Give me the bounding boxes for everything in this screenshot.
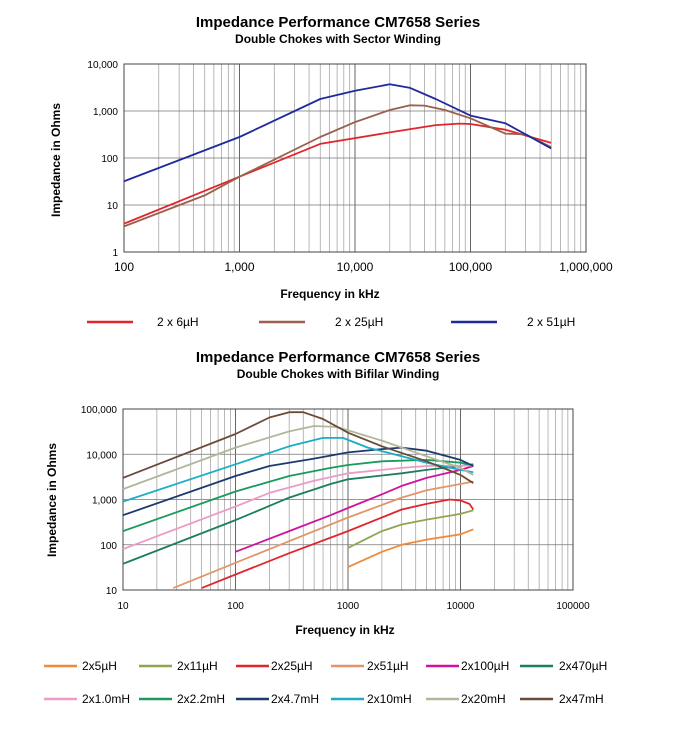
chart2-frame xyxy=(122,408,574,591)
chart1-x-tick-label: 10,000 xyxy=(337,260,374,274)
chart2-y-tick-label: 1,000 xyxy=(92,496,117,507)
chart2-legend-label: 2x5µH xyxy=(82,659,117,673)
chart1-subtitle: Double Chokes with Sector Winding xyxy=(235,32,441,46)
chart2-series-line-2 xyxy=(347,509,474,549)
chart2-x-tick-label: 100000 xyxy=(556,601,590,612)
chart1-x-tick-label: 100 xyxy=(114,260,134,274)
chart2-legend-label: 2x25µH xyxy=(271,659,313,673)
chart2-x-axis-label: Frequency in kHz xyxy=(295,623,394,637)
chart2-series-line-3 xyxy=(201,498,475,589)
chart2-subtitle: Double Chokes with Bifilar Winding xyxy=(237,367,440,381)
chart2-y-tick-label: 10 xyxy=(106,586,118,597)
chart2-series-line-1 xyxy=(347,528,474,568)
chart2-legend-label: 2x4.7mH xyxy=(271,692,319,706)
chart2-legend-label: 2x1.0mH xyxy=(82,692,130,706)
chart2-legend-label: 2x51µH xyxy=(367,659,409,673)
chart1-frame xyxy=(123,63,587,253)
chart2-title: Impedance Performance CM7658 Series xyxy=(196,349,480,366)
chart2-legend-label: 2x2.2mH xyxy=(177,692,225,706)
chart2-legend: 2x5µH 2x11µH 2x25µH 2x51µH 2x100µH 2x470µH 2x1… xyxy=(44,659,607,706)
chart1-series-line-3 xyxy=(123,83,552,183)
chart2-title-model: CM7658 xyxy=(374,349,431,366)
chart1-legend: 2 x 6µH 2 x 25µH 2 x 51µH xyxy=(87,315,575,329)
chart1-x-tick-label: 1,000,000 xyxy=(559,260,613,274)
chart2-y-axis-label: Impedance in Ohms xyxy=(45,443,59,557)
chart1-y-tick-label: 1 xyxy=(112,248,118,259)
chart1-y-tick-label: 10 xyxy=(107,201,119,212)
chart2-x-tick-label: 1000 xyxy=(337,601,360,612)
chart1-y-tick-label: 10,000 xyxy=(87,60,118,71)
chart2-legend-label: 2x100µH xyxy=(461,659,509,673)
chart1-x-tick-label: 100,000 xyxy=(449,260,493,274)
chart2-x-tick-label: 10 xyxy=(117,601,129,612)
chart2-series-line-9 xyxy=(122,446,474,517)
chart2-x-tick-label: 10000 xyxy=(447,601,475,612)
chart2-series-line-5 xyxy=(235,465,474,553)
chart2-series-line-4 xyxy=(172,480,474,589)
chart1-series-line-2 xyxy=(123,104,552,228)
chart2-series-line-8 xyxy=(122,458,474,532)
chart2-legend-label: 2x470µH xyxy=(559,659,607,673)
chart2-series-line-7 xyxy=(122,464,474,550)
chart1-title-model: CM7658 xyxy=(374,14,431,31)
chart1-y-tick-label: 100 xyxy=(101,154,118,165)
chart2-y-tick-label: 100,000 xyxy=(81,405,118,416)
chart2-legend-label: 2x11µH xyxy=(177,659,218,673)
chart2-y-tick-label: 100 xyxy=(100,541,117,552)
chart1-legend-label: 2 x 25µH xyxy=(335,315,383,329)
chart1-y-axis-label: Impedance in Ohms xyxy=(49,103,63,217)
chart1-x-axis-label: Frequency in kHz xyxy=(280,287,379,301)
chart1-title-suffix: Series xyxy=(435,14,480,31)
chart2-legend-label: 2x10mH xyxy=(367,692,412,706)
chart1-x-tick-label: 1,000 xyxy=(224,260,254,274)
chart2-title-suffix: Series xyxy=(435,349,480,366)
chart2-plot-area: 10 100 1000 10000 100000 10 100 1,000 10,000 100,… xyxy=(81,405,590,612)
chart2-legend-label: 2x47mH xyxy=(559,692,604,706)
chart1-title: Impedance Performance CM7658 Series xyxy=(196,14,480,31)
chart2-x-tick-label: 100 xyxy=(227,601,244,612)
chart2-series-line-10 xyxy=(122,436,474,503)
chart1-title-prefix: Impedance Performance xyxy=(196,14,370,31)
chart2-title-prefix: Impedance Performance xyxy=(196,349,370,366)
chart1-plot-area: 100 1,000 10,000 100,000 1,000,000 1 10 100 1,00… xyxy=(87,60,613,274)
chart2-y-tick-label: 10,000 xyxy=(86,450,117,461)
chart2-series-line-12 xyxy=(122,411,474,484)
chart1-y-tick-label: 1,000 xyxy=(93,107,118,118)
chart1-legend-label: 2 x 6µH xyxy=(157,315,199,329)
chart2-legend-label: 2x20mH xyxy=(461,692,506,706)
chart1-legend-label: 2 x 51µH xyxy=(527,315,575,329)
